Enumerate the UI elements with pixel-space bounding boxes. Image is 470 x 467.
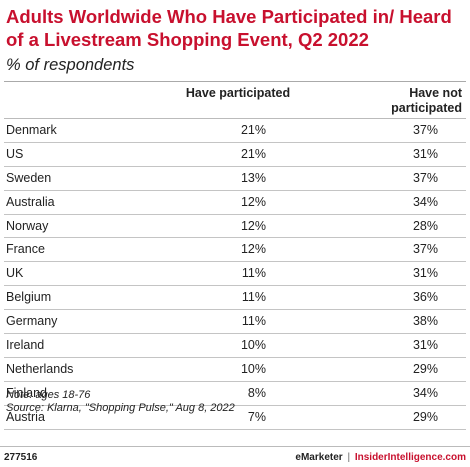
- brand-separator: |: [347, 452, 351, 463]
- participated-cell: 12%: [240, 194, 266, 209]
- not-participated-cell: 37%: [412, 170, 438, 185]
- source-text: Source: Klarna, "Shopping Pulse," Aug 8,…: [6, 402, 235, 414]
- not-participated-cell: 28%: [412, 218, 438, 233]
- chart-id: 277516: [4, 452, 38, 463]
- country-cell: Finland: [6, 385, 47, 400]
- not-participated-cell: 38%: [412, 314, 438, 329]
- participated-cell: 10%: [240, 361, 266, 376]
- country-cell: Belgium: [6, 290, 52, 305]
- note-text: Note: ages 18-76: [6, 389, 91, 401]
- table-row: Sweden 13% 37%: [4, 167, 466, 191]
- table-row: Norway 12% 28%: [4, 215, 466, 239]
- participated-cell: 13%: [240, 170, 266, 185]
- participated-cell: 10%: [240, 338, 266, 353]
- participated-cell: 12%: [240, 242, 266, 257]
- table-row: US 21% 31%: [4, 143, 466, 167]
- footer: 277516 eMarketer | InsiderIntelligence.c…: [0, 446, 470, 467]
- not-participated-cell: 37%: [412, 123, 438, 137]
- participated-cell: 8%: [247, 385, 266, 400]
- country-cell: Australia: [6, 194, 55, 209]
- not-participated-cell: 34%: [412, 385, 438, 400]
- table-row: Belgium 11% 36%: [4, 286, 466, 311]
- participated-cell: 12%: [240, 218, 266, 233]
- participated-cell: 11%: [241, 314, 266, 329]
- table-row: UK 11% 31%: [4, 262, 466, 287]
- data-table: Have participated Have not participated …: [4, 81, 466, 430]
- country-cell: France: [6, 242, 45, 257]
- participated-cell: 11%: [241, 266, 266, 281]
- not-participated-cell: 34%: [412, 194, 438, 209]
- not-participated-cell: 31%: [412, 266, 438, 281]
- table-row: Netherlands 10% 29%: [4, 358, 466, 382]
- table-row: France 12% 37%: [4, 238, 466, 263]
- not-participated-cell: 37%: [412, 242, 438, 257]
- chart-notes: Note: ages 18-76 Source: Klarna, "Shoppi…: [6, 389, 235, 415]
- table-body: Denmark 21% 37% US 21% 31% Sweden 13% 37% Austral…: [4, 119, 466, 430]
- brand-line: eMarketer | InsiderIntelligence.com: [295, 452, 466, 463]
- not-participated-cell: 31%: [412, 146, 438, 161]
- country-cell: Sweden: [6, 170, 52, 185]
- country-cell: UK: [6, 266, 24, 281]
- participated-cell: 7%: [247, 409, 266, 424]
- country-cell: Austria: [6, 409, 45, 424]
- participated-cell: 11%: [241, 290, 266, 305]
- table-row: Austria 7% 29%: [4, 406, 466, 430]
- not-participated-cell: 31%: [412, 338, 438, 353]
- country-cell: Germany: [6, 314, 58, 329]
- table-header: Have participated Have not participated: [4, 82, 466, 119]
- participated-cell: 21%: [240, 146, 266, 161]
- brand-name: eMarketer: [295, 452, 343, 463]
- chart-title: Adults Worldwide Who Have Participated i…: [6, 6, 452, 50]
- table-row: Germany 11% 38%: [4, 310, 466, 335]
- header-not-participated: Have not participated: [391, 86, 462, 115]
- table-row: Australia 12% 34%: [4, 191, 466, 215]
- not-participated-cell: 29%: [412, 361, 438, 376]
- chart-subtitle: % of respondents: [6, 56, 135, 74]
- country-cell: Denmark: [6, 123, 57, 137]
- table-row: Denmark 21% 37%: [4, 119, 466, 143]
- country-cell: Netherlands: [6, 361, 74, 376]
- table-row: Ireland 10% 31%: [4, 334, 466, 358]
- not-participated-cell: 36%: [412, 290, 438, 305]
- brand-site: InsiderIntelligence.com: [354, 452, 466, 463]
- country-cell: US: [6, 146, 24, 161]
- not-participated-cell: 29%: [412, 409, 438, 424]
- participated-cell: 21%: [240, 123, 266, 137]
- header-participated: Have participated: [185, 86, 291, 100]
- table-row: Finland 8% 34%: [4, 382, 466, 406]
- country-cell: Norway: [6, 218, 49, 233]
- country-cell: Ireland: [6, 338, 45, 353]
